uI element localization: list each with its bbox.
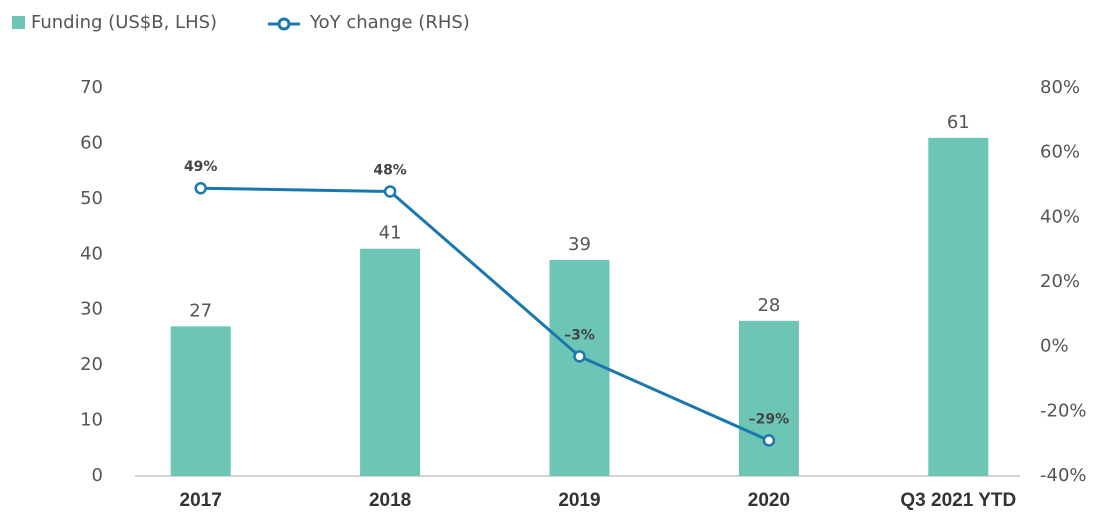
y2-tick-label: 80% [1040, 77, 1080, 98]
y2-tick-label: 40% [1040, 206, 1080, 227]
y2-tick-label: 20% [1040, 271, 1080, 292]
bar-value-label: 61 [947, 112, 970, 133]
y-tick-label: 20 [80, 354, 103, 375]
yoy-marker [762, 434, 776, 447]
y-tick-label: 60 [80, 132, 103, 153]
y-tick-label: 70 [80, 77, 103, 98]
y-tick-label: 0 [92, 465, 103, 486]
bar [549, 259, 610, 476]
yoy-value-label: 49% [184, 159, 218, 175]
y-tick-label: 30 [80, 299, 103, 320]
yoy-marker [194, 181, 207, 195]
yoy-marker [573, 350, 586, 363]
y2-tick-label: 60% [1040, 142, 1080, 163]
bar-value-label: 28 [757, 295, 780, 316]
legend-marker [277, 17, 291, 31]
x-tick-label: 2019 [558, 490, 600, 511]
bar-value-label: 41 [379, 223, 402, 244]
legend-swatch [12, 16, 25, 29]
yoy-value-label: 48% [373, 162, 407, 178]
x-tick-label: 2018 [369, 490, 411, 511]
bar-value-label: 39 [568, 234, 591, 255]
yoy-marker [383, 185, 397, 198]
yoy-value-label: –3% [564, 327, 595, 343]
y-tick-label: 10 [80, 410, 103, 431]
x-tick-label: 2017 [180, 490, 222, 511]
y2-tick-label: -40% [1040, 465, 1087, 486]
bar-value-label: 27 [189, 300, 212, 321]
legend-label: YoY change (RHS) [309, 12, 470, 33]
bar [928, 137, 989, 476]
bar [170, 326, 231, 476]
yoy-value-label: –29% [749, 411, 790, 427]
bar [360, 248, 421, 476]
y-tick-label: 50 [80, 188, 103, 209]
legend-label: Funding (US$B, LHS) [31, 12, 217, 33]
y2-tick-label: 0% [1040, 336, 1069, 357]
x-tick-label: Q3 2021 YTD [900, 490, 1016, 511]
y-tick-label: 40 [80, 243, 103, 264]
yoy-line [200, 186, 770, 442]
y2-tick-label: -20% [1040, 400, 1087, 421]
bar [738, 320, 799, 476]
x-tick-label: 2020 [748, 490, 790, 511]
